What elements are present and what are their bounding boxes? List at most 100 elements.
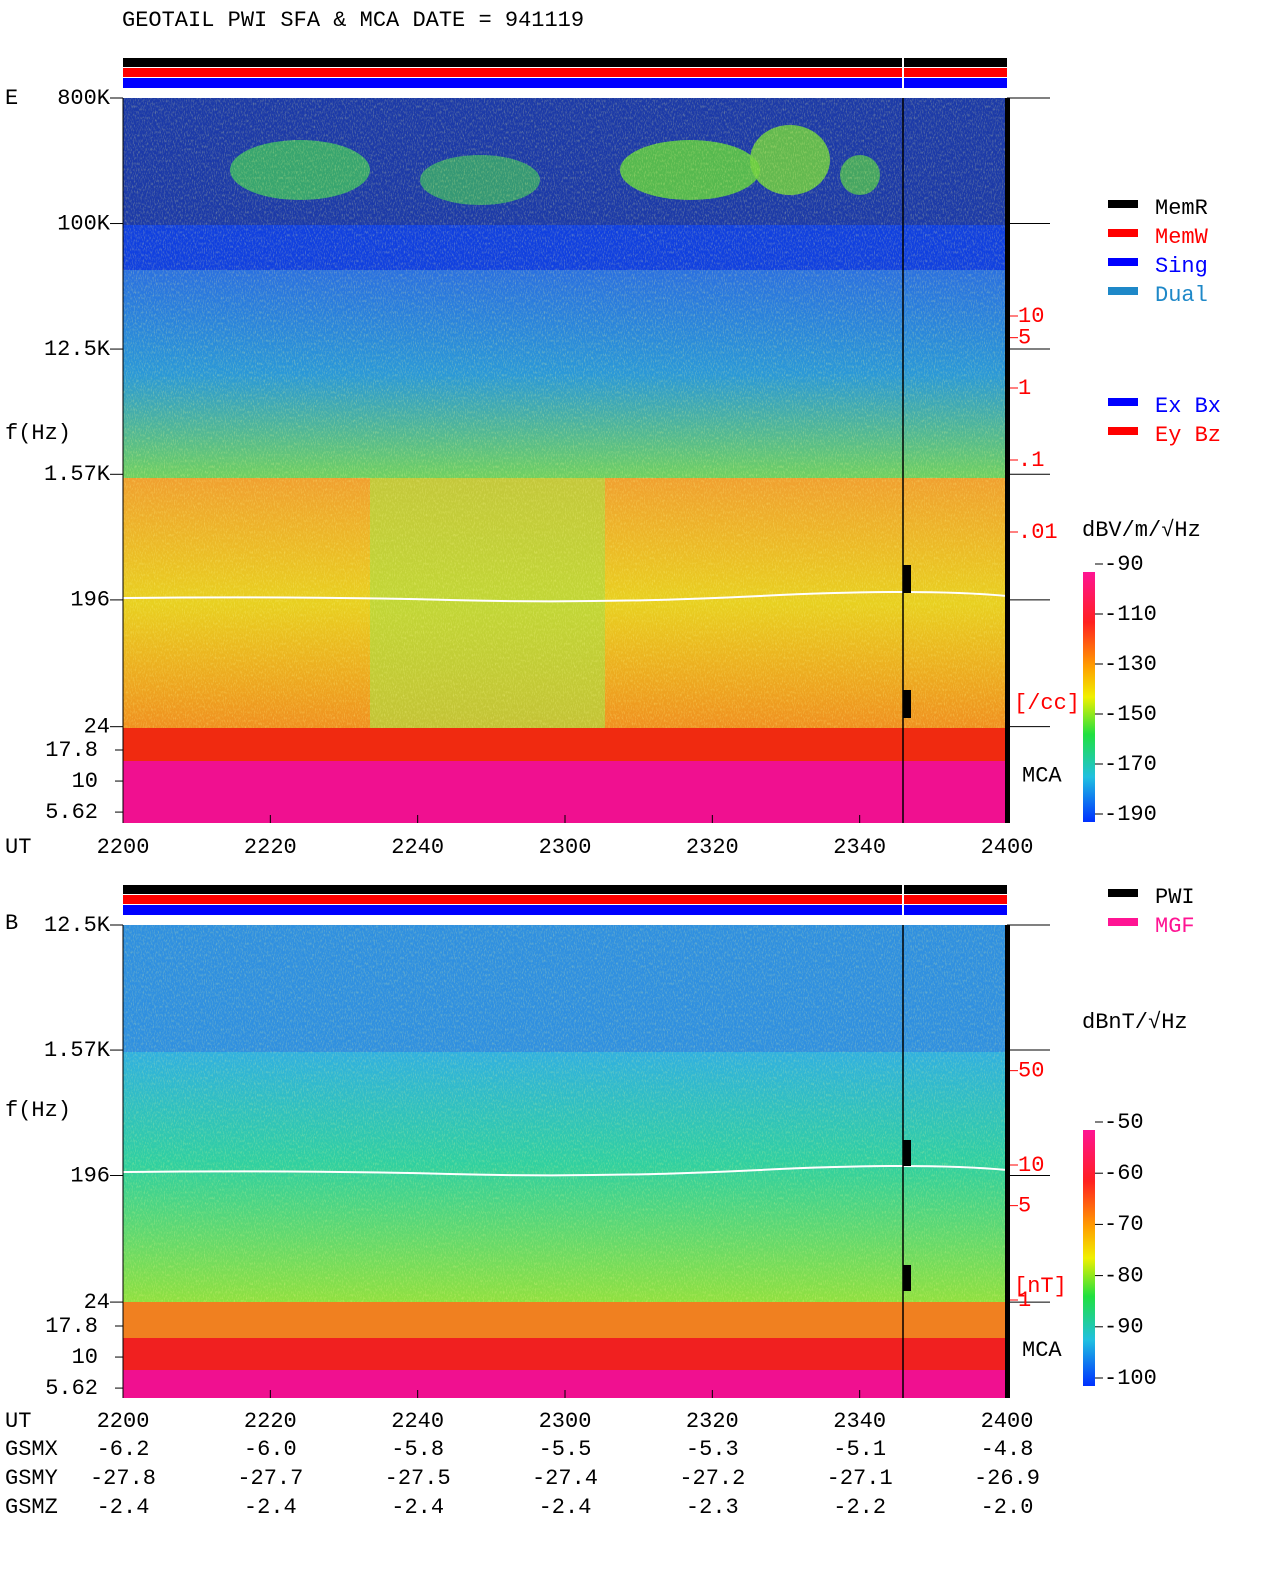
colorbar-tick-label: -90 [1104,1315,1144,1340]
density-tick-label: 1 [1018,1288,1031,1313]
colorbar-tick-label: -150 [1104,702,1157,727]
orbit-value: -27.1 [827,1466,893,1491]
y-tick-label: 12.5K [44,337,111,362]
legend-label: MemW [1155,225,1209,250]
x-tick-label: 2220 [244,1409,297,1434]
x-tick-label: 2320 [686,1409,739,1434]
title: GEOTAIL PWI SFA & MCA DATE = 941119 [122,8,584,33]
colorbar-tick-label: -190 [1104,802,1157,827]
y-tick-label: 1.57K [44,462,111,487]
orbit-value: -27.4 [532,1466,598,1491]
x-tick-label: 2220 [244,835,297,860]
orbit-value: -2.4 [539,1495,592,1520]
orbit-value: -26.9 [974,1466,1040,1491]
legend-label: Ex Bx [1155,394,1221,419]
colorbar [1083,1130,1095,1386]
density-unit: [nT] [1014,1274,1067,1299]
x-tick-label: 2340 [833,1409,886,1434]
panel-letter: E [5,86,18,111]
legend-label: MGF [1155,914,1195,939]
x-tick-label: 2300 [539,1409,592,1434]
y-tick-label: 24 [84,1290,110,1315]
orbit-value: -5.5 [539,1437,592,1462]
x-tick-label: 2320 [686,835,739,860]
colorbar-tick-label: -130 [1104,652,1157,677]
orbit-value: -2.3 [686,1495,739,1520]
legend-swatch [1108,398,1138,406]
x-tick-label: 2300 [539,835,592,860]
density-tick-label: 5 [1018,325,1031,350]
colorbar-tick-label: -100 [1104,1366,1157,1391]
density-tick-label: 1 [1018,376,1031,401]
legend-swatch [1108,229,1138,237]
legend-label: MemR [1155,196,1208,221]
colorbar-tick-label: -90 [1104,552,1144,577]
axes: Ef(Hz)800K100K12.5K1.57K1962417.8105.62M… [5,86,1221,1520]
colorbar-tick-label: -80 [1104,1263,1144,1288]
spectrogram-b [122,925,1008,1398]
x-tick-label: 2400 [981,835,1034,860]
x-tick-label: 2200 [97,835,150,860]
density-tick-label: 10 [1018,1153,1044,1178]
legend-label: PWI [1155,885,1195,910]
status-bars [122,58,1010,1398]
panel-letter: B [5,911,18,936]
mca-tick-label: 17.8 [45,1314,98,1339]
y-tick-label: 24 [84,714,110,739]
colorbar-tick-label: -170 [1104,752,1157,777]
mca-tick-label: 10 [72,769,98,794]
orbit-value: -4.8 [981,1437,1034,1462]
density-tick-label: 10 [1018,304,1044,329]
colorbar-tick-label: -110 [1104,602,1157,627]
orbit-value: -27.5 [385,1466,451,1491]
orbit-value: -6.0 [244,1437,297,1462]
mca-label: MCA [1022,1338,1062,1363]
x-axis-label: UT [5,835,31,860]
orbit-label: GSMY [5,1466,58,1491]
x-tick-label: 2400 [981,1409,1034,1434]
legend-swatch [1108,427,1138,435]
legend-label: Sing [1155,254,1208,279]
legend-label: Ey Bz [1155,423,1221,448]
legend-swatch [1108,287,1138,295]
mca-tick-label: 5.62 [45,1376,98,1401]
orbit-label: GSMX [5,1437,58,1462]
orbit-value: -6.2 [97,1437,150,1462]
orbit-value: -2.4 [97,1495,150,1520]
y-tick-label: 196 [70,588,110,613]
orbit-value: -2.0 [981,1495,1034,1520]
x-axis-label: UT [5,1409,31,1434]
orbit-value: -27.7 [237,1466,303,1491]
orbit-value: -2.4 [391,1495,444,1520]
x-tick-label: 2240 [391,835,444,860]
orbit-value: -5.3 [686,1437,739,1462]
legend-swatch [1108,918,1138,926]
x-tick-label: 2240 [391,1409,444,1434]
y-axis-label: f(Hz) [5,421,71,446]
colorbar [1083,572,1095,822]
orbit-value: -2.2 [833,1495,886,1520]
density-tick-label: .1 [1018,448,1044,473]
mca-label: MCA [1022,763,1062,788]
legend-label: Dual [1155,283,1208,308]
colorbar-tick-label: -60 [1104,1161,1144,1186]
y-tick-label: 1.57K [44,1038,111,1063]
spectrogram-e [122,98,1008,823]
colorbar-label: dBnT/√Hz [1082,1010,1188,1035]
y-tick-label: 196 [70,1163,110,1188]
density-tick-label: 50 [1018,1058,1044,1083]
y-tick-label: 12.5K [44,913,111,938]
orbit-value: -5.1 [833,1437,886,1462]
orbit-value: -27.2 [679,1466,745,1491]
colorbar-tick-label: -70 [1104,1212,1144,1237]
orbit-label: GSMZ [5,1495,58,1520]
y-tick-label: 800K [57,86,111,111]
mca-tick-label: 17.8 [45,738,98,763]
orbit-value: -5.8 [391,1437,444,1462]
colorbar-label: dBV/m/√Hz [1082,518,1201,543]
x-tick-label: 2340 [833,835,886,860]
x-tick-label: 2200 [97,1409,150,1434]
orbit-value: -27.8 [90,1466,156,1491]
colorbar-tick-label: -50 [1104,1110,1144,1135]
y-tick-label: 100K [57,211,111,236]
